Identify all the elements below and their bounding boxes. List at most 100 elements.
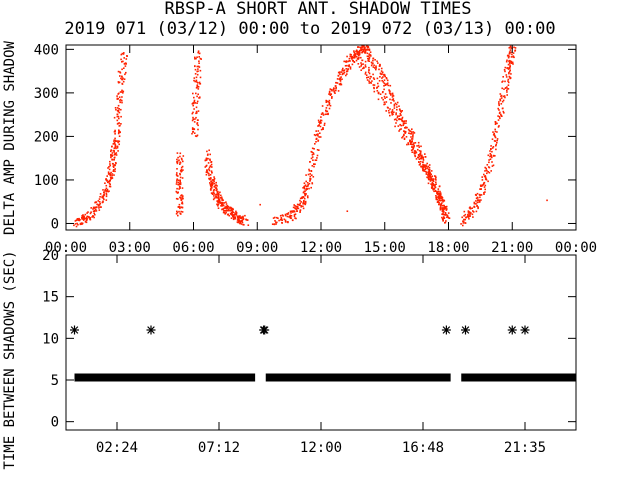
data-point: [116, 147, 119, 149]
data-point: [339, 71, 341, 73]
data-point: [506, 59, 508, 62]
data-point: [499, 117, 501, 120]
data-point: [473, 202, 476, 205]
data-point: [466, 216, 469, 218]
data-point: [208, 174, 210, 177]
data-point: [196, 119, 199, 121]
data-point: [320, 128, 323, 131]
data-point: [199, 69, 202, 72]
data-point: [281, 219, 283, 221]
data-point: [115, 152, 118, 154]
data-point: [287, 213, 289, 215]
data-point: [507, 80, 509, 82]
data-point: [499, 98, 501, 101]
data-point: [109, 173, 112, 176]
data-point: [118, 111, 121, 114]
data-point: [446, 214, 449, 217]
data-point: [192, 116, 194, 119]
data-point: [218, 199, 221, 202]
data-point: [338, 83, 341, 85]
data-point: [427, 177, 430, 179]
data-point: [116, 140, 118, 142]
data-point: [439, 196, 441, 198]
data-point: [491, 138, 494, 140]
data-point: [395, 103, 398, 106]
data-point: [234, 213, 236, 216]
data-point: [109, 176, 112, 179]
data-point: [317, 133, 319, 135]
data-point: [126, 55, 128, 57]
data-point: [176, 160, 179, 163]
data-point: [208, 166, 211, 169]
data-point: [194, 56, 196, 59]
data-point: [197, 50, 200, 52]
data-point: [102, 197, 105, 199]
data-point: [444, 214, 447, 216]
data-point: [295, 217, 297, 220]
data-point: [492, 134, 495, 136]
x-tick-label: 00:00: [45, 240, 87, 256]
data-point: [393, 111, 395, 113]
data-point: [210, 163, 213, 166]
data-point: [302, 201, 305, 204]
data-point: [390, 102, 392, 104]
data-point: [392, 98, 395, 100]
data-point: [181, 195, 184, 198]
data-point: [89, 212, 92, 215]
data-point: [112, 165, 115, 167]
data-point: [118, 92, 120, 95]
data-point: [110, 156, 112, 159]
data-point: [546, 199, 548, 202]
data-point: [123, 67, 125, 69]
data-point: [309, 180, 311, 182]
data-point: [234, 212, 236, 214]
data-point: [196, 56, 198, 58]
data-point: [427, 182, 430, 185]
data-point: [95, 208, 97, 211]
data-point: [195, 79, 198, 82]
data-point: [376, 87, 378, 89]
data-point: [507, 67, 509, 69]
data-point: [206, 171, 209, 174]
data-point: [441, 216, 443, 219]
data-point: [430, 173, 432, 176]
data-point: [507, 81, 510, 84]
data-point: [483, 191, 485, 194]
data-point: [113, 142, 116, 144]
data-point: [477, 206, 479, 208]
data-point: [178, 188, 180, 190]
data-point: [328, 103, 331, 106]
data-point: [502, 76, 504, 78]
data-point: [479, 188, 482, 190]
data-point: [494, 155, 496, 157]
x-tick-label: 21:35: [504, 440, 546, 456]
data-point: [370, 76, 372, 78]
data-point: [195, 87, 198, 89]
data-point: [412, 134, 414, 137]
data-point: [123, 78, 126, 80]
data-point: [220, 196, 223, 199]
data-point: [329, 88, 332, 90]
data-point: [216, 188, 218, 191]
data-point: [475, 210, 478, 213]
data-point: [513, 56, 515, 59]
data-point: [178, 206, 181, 208]
data-point: [494, 135, 496, 138]
data-point: [84, 217, 87, 220]
data-point: [111, 162, 114, 165]
data-point: [125, 63, 127, 65]
data-point: [306, 188, 308, 190]
data-point: [358, 54, 360, 57]
data-point: [488, 161, 490, 164]
data-point: [117, 110, 120, 113]
data-point: [402, 124, 405, 127]
data-point: [409, 143, 412, 145]
data-point: [313, 148, 315, 150]
data-point: [299, 199, 301, 202]
data-point: [99, 193, 102, 195]
data-point: [193, 100, 196, 103]
data-point: [484, 170, 486, 172]
data-point: [118, 81, 121, 84]
data-point: [493, 134, 496, 137]
data-point: [179, 176, 182, 179]
